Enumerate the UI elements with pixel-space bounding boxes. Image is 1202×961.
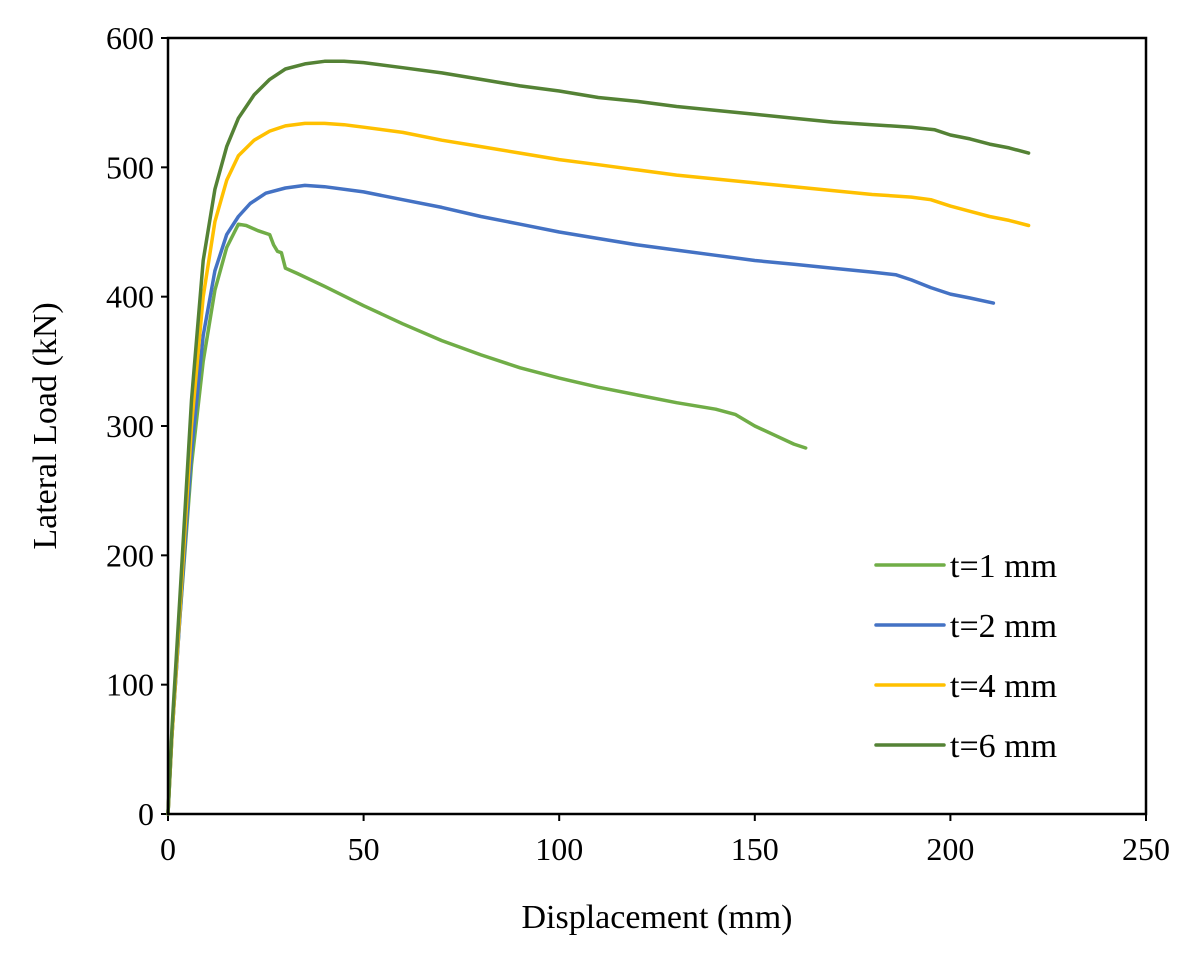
series-layer (166, 59, 1031, 816)
y-tick-label: 0 (138, 796, 154, 832)
legend-label: t=1 mm (950, 548, 1057, 585)
legend: t=1 mm t=2 mm t=4 mm t=6 mm (874, 548, 1057, 765)
x-tick-label: 250 (1122, 831, 1170, 867)
x-tick-label: 50 (348, 831, 380, 867)
legend-label: t=2 mm (950, 608, 1057, 645)
x-tick-label: 150 (731, 831, 779, 867)
legend-label: t=6 mm (950, 728, 1057, 765)
x-tick-label: 100 (535, 831, 583, 867)
legend-label: t=4 mm (950, 668, 1057, 705)
y-axis-ticks: 0 100 200 300 400 500 600 (106, 20, 168, 832)
series-line-t-1-mm (166, 222, 808, 816)
y-tick-label: 200 (106, 537, 154, 573)
y-tick-label: 300 (106, 408, 154, 444)
series-line-t-4-mm (166, 121, 1031, 816)
y-tick-label: 600 (106, 20, 154, 56)
plot-area-frame (166, 36, 1148, 816)
x-axis-ticks: 0 50 100 150 200 250 (160, 814, 1170, 867)
x-axis-title: Displacement (mm) (522, 899, 793, 936)
series-line-t-6-mm (166, 59, 1031, 816)
y-tick-label: 500 (106, 149, 154, 185)
x-tick-label: 200 (926, 831, 974, 867)
y-tick-label: 400 (106, 279, 154, 315)
series-line-t-2-mm (166, 183, 996, 816)
x-tick-label: 0 (160, 831, 176, 867)
y-tick-label: 100 (106, 667, 154, 703)
y-axis-title: Lateral Load (kN) (27, 302, 64, 549)
